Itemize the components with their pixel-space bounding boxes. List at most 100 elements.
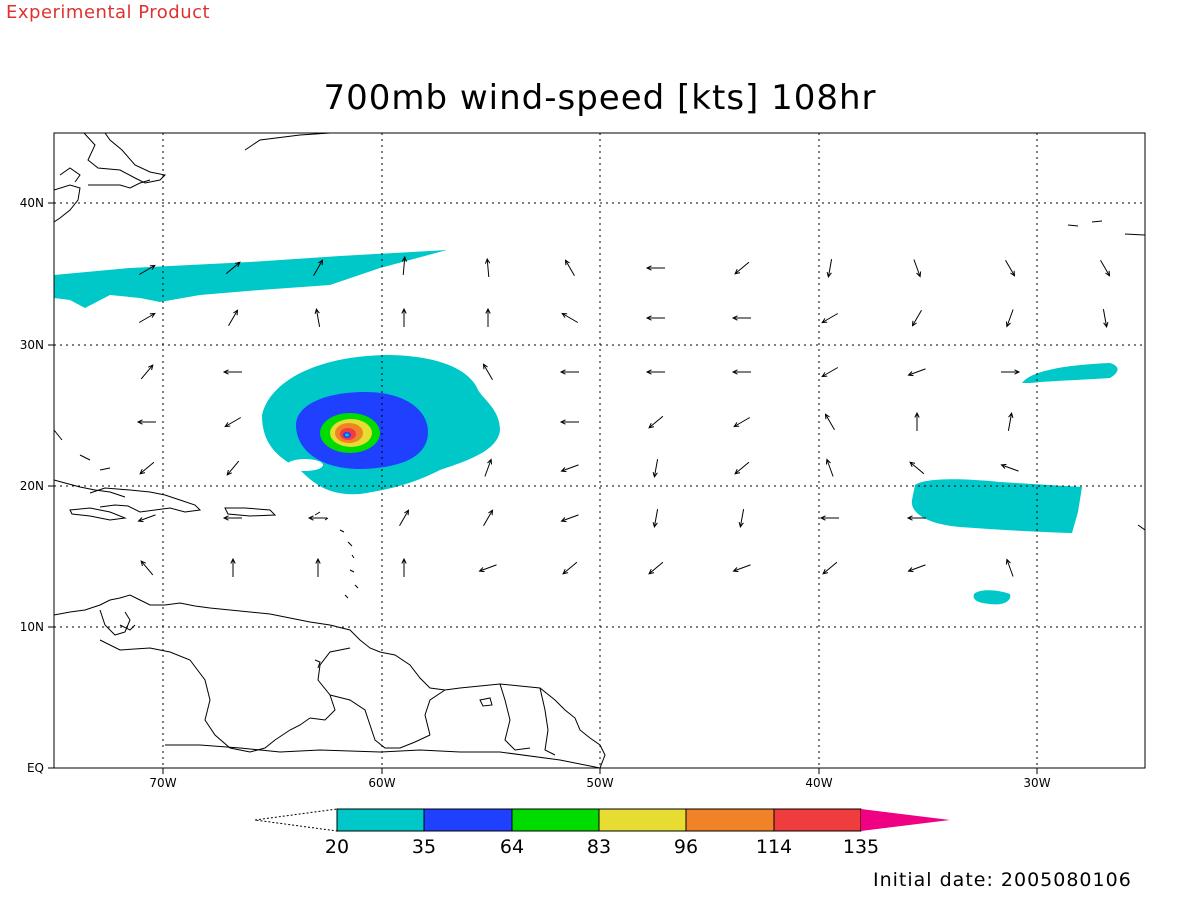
wind-arrow xyxy=(401,255,408,276)
lat-label-10n: 10N xyxy=(19,620,44,634)
experimental-product-label: Experimental Product xyxy=(6,2,211,23)
wind-arrow xyxy=(140,560,154,576)
wind-region-east-2 xyxy=(911,479,1082,533)
wind-arrow xyxy=(228,309,239,327)
wind-arrow xyxy=(224,417,242,428)
colorbar-bin-96-114 xyxy=(685,808,775,832)
wind-arrow xyxy=(560,514,579,523)
wind-arrow xyxy=(821,367,839,378)
wind-arrow xyxy=(138,264,156,275)
wind-arrow xyxy=(645,265,665,271)
wind-arrow xyxy=(226,460,240,476)
colorbar xyxy=(254,808,950,832)
wind-speed-shading xyxy=(54,250,1118,605)
wind-arrow xyxy=(222,369,242,375)
lon-label-70w: 70W xyxy=(149,776,177,790)
wind-arrow xyxy=(482,363,493,381)
wind-arrow xyxy=(1007,411,1014,431)
wind-arrow xyxy=(734,461,750,475)
wind-arrow xyxy=(559,419,579,425)
map-frame xyxy=(53,132,1146,769)
map-title: 700mb wind-speed [kts] 108hr xyxy=(323,78,877,118)
wind-arrow xyxy=(1001,369,1021,375)
colorbar-bin-64-83 xyxy=(511,808,600,832)
wind-arrow xyxy=(564,259,575,277)
lat-lon-grid xyxy=(54,133,1145,768)
wind-arrow xyxy=(907,368,926,377)
axis-ticks xyxy=(48,202,1038,774)
wind-arrow xyxy=(401,307,407,327)
colorbar-label-35: 35 xyxy=(411,836,437,858)
wind-region-east-3 xyxy=(973,590,1011,605)
colorbar-label-20: 20 xyxy=(324,836,350,858)
colorbar-label-135: 135 xyxy=(842,836,880,858)
lat-label-40n: 40N xyxy=(19,196,44,210)
wind-arrow xyxy=(560,464,579,473)
wind-arrow xyxy=(911,309,922,327)
wind-arrow xyxy=(819,515,839,521)
wind-arrow xyxy=(738,509,745,529)
wind-arrow xyxy=(559,369,579,375)
lon-label-50w: 50W xyxy=(586,776,614,790)
wind-arrow xyxy=(645,369,665,375)
wind-arrow xyxy=(561,312,579,323)
colorbar-label-96: 96 xyxy=(673,836,699,858)
wind-vectors xyxy=(136,255,1111,577)
wind-arrow xyxy=(138,312,156,323)
wind-arrow xyxy=(731,315,751,321)
wind-arrow xyxy=(648,415,664,429)
wind-arrow xyxy=(821,313,839,324)
wind-arrow xyxy=(1005,558,1014,577)
wind-region-jet xyxy=(54,250,447,308)
coastlines xyxy=(54,133,1145,768)
wind-arrow xyxy=(906,515,926,521)
lat-label-20n: 20N xyxy=(19,479,44,493)
wind-arrow xyxy=(484,458,493,477)
wind-arrow xyxy=(909,461,925,475)
wind-arrow xyxy=(824,413,835,431)
wind-arrow xyxy=(826,259,833,279)
wind-arrow xyxy=(399,509,410,527)
wind-arrow xyxy=(485,307,491,327)
colorbar-label-114: 114 xyxy=(755,836,793,858)
wind-arrow xyxy=(652,459,659,479)
wind-arrow xyxy=(401,557,407,577)
colorbar-bin-35-64 xyxy=(423,808,513,832)
wind-arrow xyxy=(1000,463,1019,472)
wind-arrow xyxy=(483,509,494,527)
colorbar-bin-83-96 xyxy=(598,808,687,832)
wind-arrow xyxy=(1005,309,1014,328)
wind-region-east-1 xyxy=(1022,363,1118,383)
wind-arrow xyxy=(314,307,321,327)
wind-arrow xyxy=(648,561,664,575)
wind-arrow xyxy=(733,417,751,428)
initial-date: Initial date: 2005080106 xyxy=(873,869,1132,891)
wind-arrow xyxy=(313,259,324,277)
wind-arrow xyxy=(478,564,497,573)
wind-arrow xyxy=(225,261,241,275)
colorbar-bin-114-135 xyxy=(773,808,862,832)
wind-arrow xyxy=(825,458,834,477)
wind-arrow xyxy=(307,515,327,521)
lon-label-60w: 60W xyxy=(368,776,396,790)
wind-arrow xyxy=(139,461,155,475)
wind-arrow xyxy=(907,564,926,573)
wind-arrow xyxy=(1102,309,1109,329)
wind-arrow xyxy=(137,514,156,523)
wind-arrow xyxy=(1005,259,1016,277)
lon-label-40w: 40W xyxy=(805,776,833,790)
colorbar-bin-20-35 xyxy=(336,808,425,832)
wind-arrow xyxy=(645,315,665,321)
colorbar-label-64: 64 xyxy=(499,836,525,858)
wind-arrow xyxy=(1100,259,1111,277)
wind-arrow xyxy=(315,557,321,577)
lon-label-30w: 30W xyxy=(1023,776,1051,790)
wind-arrow xyxy=(140,364,154,380)
wind-arrow xyxy=(913,259,922,278)
wind-arrow xyxy=(136,419,156,425)
colorbar-bin-135-plus xyxy=(861,809,950,831)
colorbar-label-83: 83 xyxy=(586,836,612,858)
wind-arrow xyxy=(914,411,920,431)
wind-arrow xyxy=(230,557,236,577)
